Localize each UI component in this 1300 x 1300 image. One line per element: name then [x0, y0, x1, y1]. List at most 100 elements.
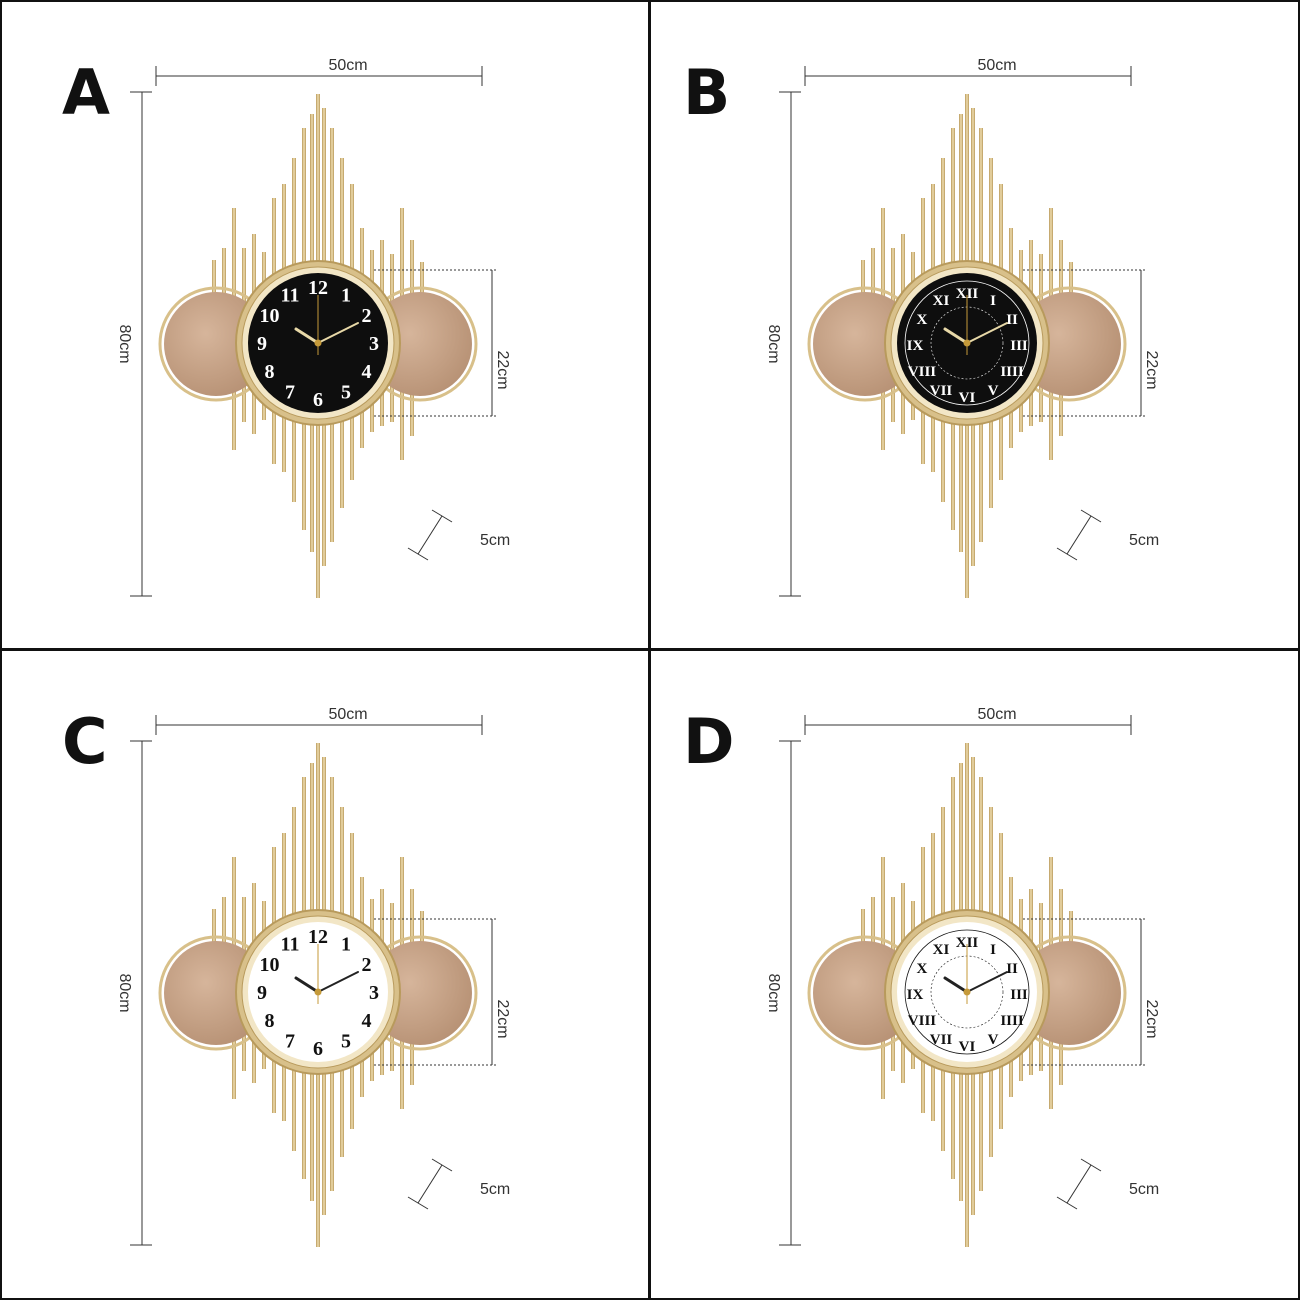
center-cap	[963, 339, 971, 347]
hour-numeral: V	[988, 1032, 999, 1048]
hour-numeral: II	[1006, 312, 1018, 328]
hour-numeral: 7	[285, 381, 295, 403]
depth-tick	[431, 509, 453, 523]
width-label: 50cm	[977, 57, 1016, 74]
height-label: 80cm	[765, 324, 782, 363]
hour-numeral: 9	[257, 982, 267, 1004]
hour-numeral: IIII	[1000, 1013, 1024, 1029]
dimension-lines	[130, 715, 498, 1246]
variant-label: B	[683, 56, 731, 129]
depth-tick	[1080, 1158, 1102, 1172]
hour-numeral: VIII	[908, 1013, 937, 1029]
hour-numeral: III	[1010, 987, 1028, 1003]
minute-hand	[317, 322, 359, 344]
depth-label: 5cm	[480, 1181, 510, 1198]
variant-panel-d[interactable]: D XII I II III IIII V VI VII VIII IX X XI 50cm 80cm 22…	[650, 650, 1300, 1300]
hour-numeral: XII	[956, 286, 979, 302]
center-cap	[314, 339, 322, 347]
width-label: 50cm	[328, 706, 367, 723]
hour-hand	[943, 327, 969, 345]
chapter-ring	[904, 280, 1030, 406]
depth-dimension-line	[1066, 1164, 1092, 1204]
hour-numeral: 8	[265, 361, 275, 383]
clock-product-drawing: XII IIIIIIIIIIVVIVIIVIIIIXXXI50cm80cm22cm…	[765, 706, 1160, 1247]
depth-dimension-line	[1066, 515, 1092, 555]
hour-numeral: 6	[313, 1038, 323, 1060]
variant-panel-b[interactable]: B XII I II III IIII V VI VII VIII IX X XI 50cm 80cm 22…	[650, 0, 1300, 650]
hour-numeral: IIII	[1000, 364, 1024, 380]
hour-numeral: XI	[933, 942, 950, 958]
hour-numeral: 5	[341, 381, 351, 403]
clock-diameter-label: 22cm	[1143, 350, 1160, 389]
hour-numeral: II	[1006, 961, 1018, 977]
minute-hand	[966, 971, 1008, 993]
minute-hand	[966, 322, 1008, 344]
variant-panel-a[interactable]: A 12 1 2 3 4 5 6 7 8 9 10 11 50cm 80cm 22cm 5cm	[0, 0, 650, 650]
variant-label: C	[62, 705, 108, 778]
chapter-ring	[904, 929, 1030, 1055]
height-label: 80cm	[765, 973, 782, 1012]
depth-dimension-line	[417, 1164, 443, 1204]
dimension-lines	[779, 66, 1147, 597]
hour-numeral: VIII	[908, 364, 937, 380]
hour-numeral: 9	[257, 333, 267, 355]
depth-tick	[1056, 547, 1078, 561]
hour-hand	[294, 327, 320, 345]
hour-numeral: VII	[930, 383, 953, 399]
dimension-lines	[779, 715, 1147, 1246]
clock-product-drawing: XII IIIIIIIIIIVVIVIIVIIIIXXXI50cm80cm22cm…	[765, 57, 1160, 598]
hour-numeral: 3	[369, 982, 379, 1004]
hour-numeral: I	[990, 293, 996, 309]
height-label: 80cm	[116, 973, 133, 1012]
width-label: 50cm	[328, 57, 367, 74]
variant-label: D	[683, 705, 735, 778]
hour-numeral: 10	[260, 305, 280, 327]
clock-illustration: XII IIIIIIIIIIVVIVIIVIIIIXXXI50cm80cm22cm…	[765, 57, 1160, 598]
hour-numeral: 2	[361, 954, 371, 976]
hour-numeral: 2	[361, 305, 371, 327]
center-cap	[963, 988, 971, 996]
width-label: 50cm	[977, 706, 1016, 723]
variant-panel-c[interactable]: C 12 1 2 3 4 5 6 7 8 9 10 11 50cm 80cm 22cm 5cm	[0, 650, 650, 1300]
variant-label: A	[62, 56, 110, 129]
depth-tick	[407, 1196, 429, 1210]
hour-numeral: V	[988, 383, 999, 399]
hour-numeral: 7	[285, 1030, 295, 1052]
hour-hand	[943, 976, 969, 994]
height-label: 80cm	[116, 324, 133, 363]
hour-numeral: 3	[369, 333, 379, 355]
hour-numeral: 4	[361, 1010, 371, 1032]
hour-numeral: I	[990, 942, 996, 958]
depth-label: 5cm	[1129, 1181, 1159, 1198]
clock-illustration: XII IIIIIIIIIIVVIVIIVIIIIXXXI50cm80cm22cm…	[765, 706, 1160, 1247]
hour-numeral: 12	[308, 926, 328, 948]
hour-numeral: X	[917, 312, 928, 328]
hour-numeral: 10	[260, 954, 280, 976]
hour-numeral: 1	[341, 285, 351, 307]
clock-diameter-label: 22cm	[494, 350, 511, 389]
depth-tick	[1080, 509, 1102, 523]
hour-numeral: 11	[281, 934, 300, 956]
minute-hand	[317, 971, 359, 993]
hour-numeral: XI	[933, 293, 950, 309]
depth-label: 5cm	[480, 532, 510, 549]
hour-numeral: 4	[361, 361, 371, 383]
clock-diameter-label: 22cm	[494, 999, 511, 1038]
hour-numeral: 6	[313, 389, 323, 411]
hour-numeral: 5	[341, 1030, 351, 1052]
dimension-lines	[130, 66, 498, 597]
depth-tick	[431, 1158, 453, 1172]
depth-tick	[1056, 1196, 1078, 1210]
hour-numeral: 12	[308, 277, 328, 299]
hour-numeral: VI	[959, 1039, 976, 1055]
depth-label: 5cm	[1129, 532, 1159, 549]
hour-hand	[294, 976, 320, 994]
depth-dimension-line	[417, 515, 443, 555]
